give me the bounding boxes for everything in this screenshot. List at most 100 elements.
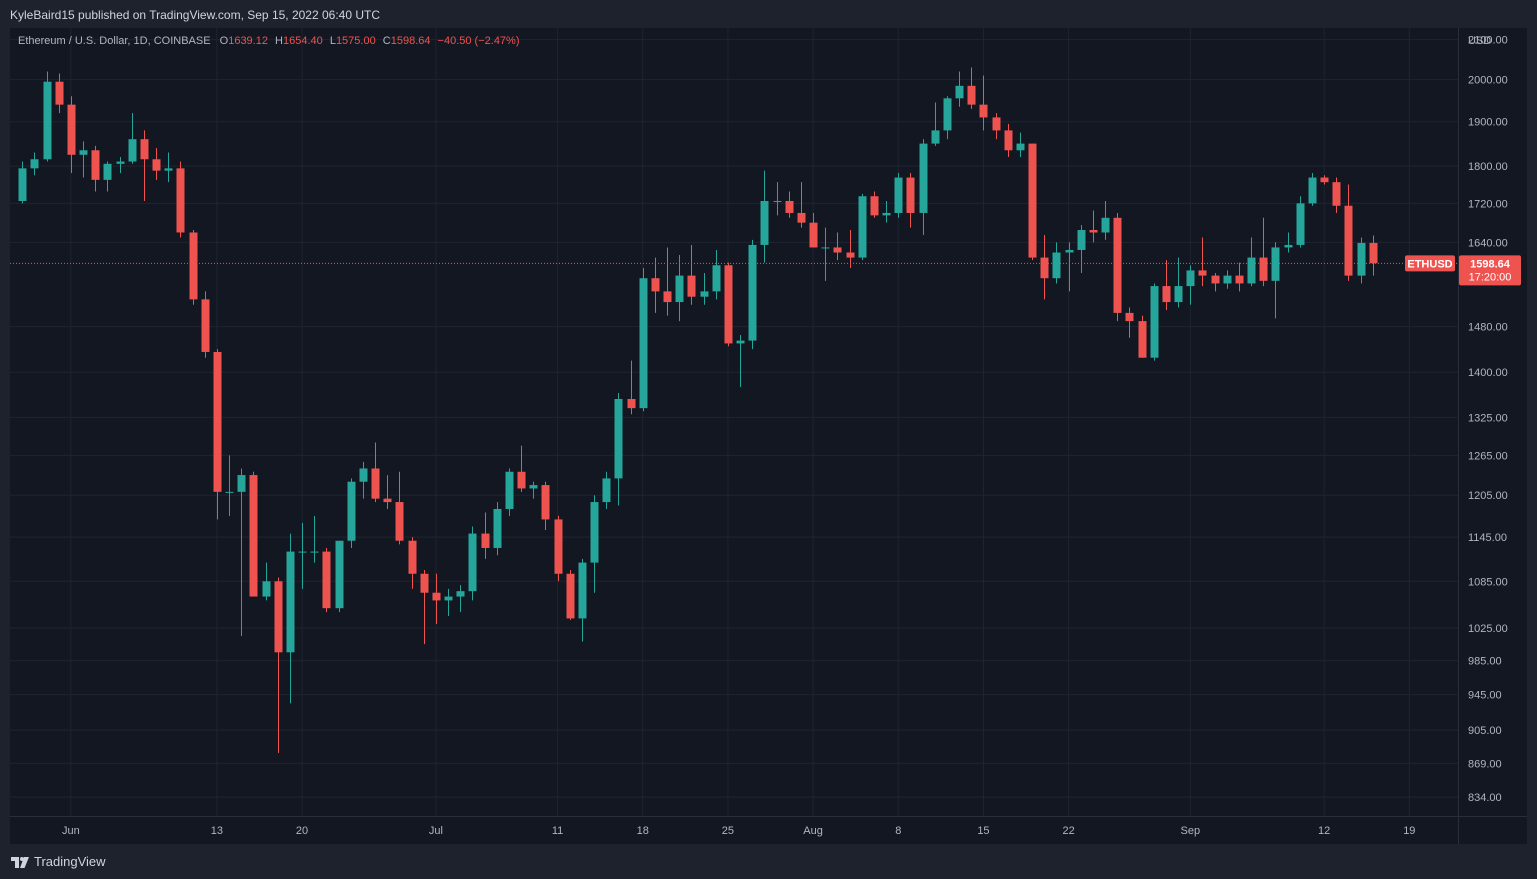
x-tick-label: 8	[895, 825, 901, 837]
candle-body	[395, 502, 404, 541]
candle-body	[1016, 143, 1025, 151]
candle-body	[1089, 230, 1098, 233]
candle-body	[602, 478, 611, 503]
candle-body	[1259, 257, 1268, 281]
y-tick-label: 1900.00	[1468, 117, 1508, 129]
candle-body	[651, 278, 660, 292]
candle-body	[894, 177, 903, 213]
candle-body	[1052, 252, 1061, 279]
legend-low-label: L	[329, 35, 336, 47]
x-tick-label: 13	[211, 825, 223, 837]
candle-body	[468, 533, 477, 592]
x-tick-label: 11	[552, 825, 563, 837]
candle-body	[809, 222, 818, 248]
candle-body	[505, 471, 514, 509]
brand-name: TradingView	[34, 854, 106, 869]
x-tick-label: Sep	[1181, 825, 1201, 837]
price-label-value: 1598.64	[1470, 258, 1511, 270]
candle-body	[870, 196, 879, 216]
legend-high-label: H	[275, 35, 283, 47]
candle-body	[724, 265, 733, 344]
candle-body	[335, 540, 344, 609]
candle-body	[55, 81, 64, 105]
candle-body	[590, 502, 599, 563]
y-tick-label: 1085.00	[1468, 576, 1508, 588]
y-tick-label: 1640.00	[1468, 237, 1508, 249]
candle-body	[103, 163, 112, 180]
candle-body	[541, 485, 550, 520]
candle-body	[79, 150, 88, 155]
y-tick-label: 834.00	[1468, 792, 1502, 804]
candle-body	[1028, 143, 1037, 258]
candle-body	[1211, 275, 1220, 284]
tradingview-brand[interactable]: TradingView	[10, 854, 106, 869]
y-tick-label: 905.00	[1468, 725, 1502, 737]
candle-body	[1138, 321, 1147, 358]
candle-body	[627, 399, 636, 409]
candle-body	[262, 581, 271, 597]
candle-body	[1320, 177, 1329, 183]
candle-body	[481, 533, 490, 548]
x-tick-label: 22	[1062, 825, 1074, 837]
x-tick-label: 19	[1403, 825, 1415, 837]
legend-high-value: 1654.40	[282, 35, 323, 47]
candle-body	[858, 196, 867, 258]
candle-body	[833, 247, 842, 253]
legend-low-value: 1575.00	[335, 35, 376, 47]
candle-body	[140, 139, 149, 160]
candle-body	[1308, 177, 1317, 204]
candle-body	[383, 498, 392, 503]
candle-body	[347, 481, 356, 541]
candle-body	[274, 581, 283, 653]
candle-body	[1198, 270, 1207, 276]
candle-body	[529, 485, 538, 489]
candle-body	[237, 475, 246, 492]
y-tick-label: 1400.00	[1468, 367, 1508, 379]
legend-close-label: C	[382, 35, 391, 47]
candle-body	[663, 291, 672, 303]
legend-title: Ethereum / U.S. Dollar, 1D, COINBASE	[18, 35, 211, 47]
symbol-tag-text: ETHUSD	[1407, 258, 1452, 270]
candle-body	[286, 551, 295, 653]
candlestick-chart[interactable]: 2100.00 2000.00 1900.00 1800.00 1720.00 1640.…	[10, 28, 1527, 844]
candle-body	[310, 551, 319, 553]
candle-body	[955, 85, 964, 99]
top-bar: KyleBaird15 published on TradingView.com…	[0, 0, 1537, 28]
candle-body	[152, 159, 161, 171]
candle-body	[444, 596, 453, 601]
y-tick-label: 869.00	[1468, 758, 1502, 770]
chart-frame[interactable]: 2100.00 2000.00 1900.00 1800.00 1720.00 1640.…	[10, 28, 1527, 844]
candle-body	[43, 81, 52, 160]
y-tick-label: 985.00	[1468, 656, 1502, 668]
candle-body	[1344, 205, 1353, 276]
candle-body	[748, 244, 757, 341]
candle-body	[408, 540, 417, 574]
y-tick-label: 1265.00	[1468, 450, 1508, 462]
candle-body	[687, 275, 696, 297]
candle-body	[1332, 182, 1341, 206]
candle-body	[517, 471, 526, 489]
y-tick-label: 1145.00	[1468, 532, 1507, 544]
candle-body	[639, 278, 648, 409]
candle-body	[797, 212, 806, 223]
candle-body	[1223, 275, 1232, 284]
candle-body	[359, 468, 368, 482]
candle-body	[1174, 286, 1183, 303]
candle-body	[1101, 217, 1110, 233]
tradingview-logo-icon	[11, 856, 29, 868]
candle-body	[1186, 270, 1195, 287]
candle-body	[554, 519, 563, 574]
candle-body	[1357, 242, 1366, 276]
x-tick-label: Aug	[803, 825, 823, 837]
y-tick-label: 1025.00	[1468, 623, 1508, 635]
x-tick-label: 20	[296, 825, 308, 837]
candle-body	[176, 168, 185, 233]
candle-body	[1077, 230, 1086, 250]
candle-body	[493, 508, 502, 548]
candle-body	[322, 551, 331, 609]
candle-body	[201, 299, 210, 352]
candle-body	[420, 573, 429, 593]
candle-body	[736, 340, 745, 344]
candle-body	[992, 117, 1001, 131]
y-tick-label: 945.00	[1468, 690, 1502, 702]
